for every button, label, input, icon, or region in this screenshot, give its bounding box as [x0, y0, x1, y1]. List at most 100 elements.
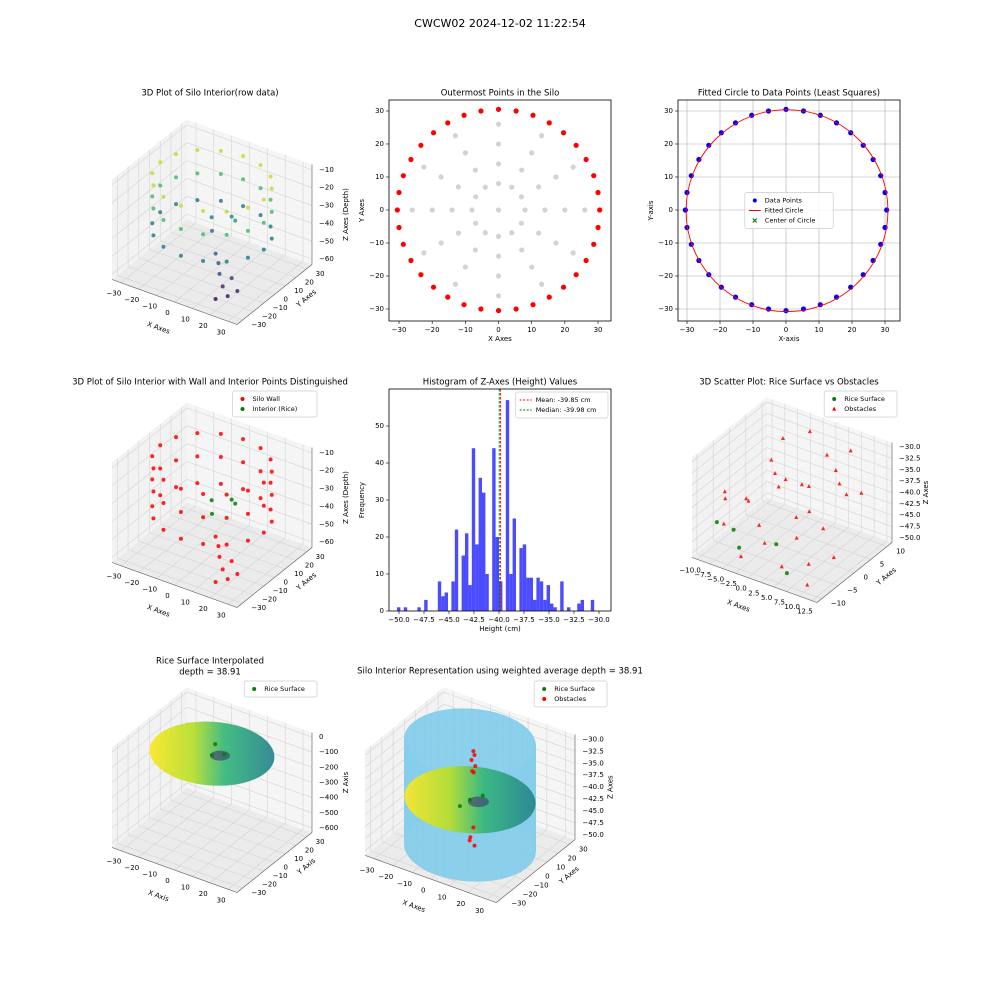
- grid-line: [149, 817, 275, 863]
- x-tick-label: 10: [181, 598, 190, 606]
- point: [469, 207, 475, 213]
- z-tick-label: −35.0: [582, 759, 603, 767]
- z-tick-label: −40.0: [899, 489, 920, 497]
- grid-line: [181, 506, 307, 553]
- point: [455, 230, 461, 236]
- x-tick-label: 30: [594, 326, 603, 334]
- point: [539, 133, 545, 139]
- legend-marker: [752, 218, 758, 223]
- x-tick-label: −30.0: [588, 616, 609, 624]
- point: [245, 255, 250, 260]
- y-tick-label: −30: [251, 321, 266, 329]
- point: [158, 493, 163, 498]
- z-tick-label: −30.0: [582, 735, 603, 743]
- point: [178, 486, 183, 491]
- point: [513, 108, 519, 114]
- point: [721, 521, 726, 526]
- point: [473, 194, 479, 200]
- point: [217, 554, 222, 559]
- point: [174, 485, 179, 490]
- y-tick-label: 10: [294, 855, 303, 863]
- point: [779, 564, 784, 569]
- point: [224, 515, 229, 520]
- z-tick-label: −45.0: [899, 511, 920, 519]
- point: [151, 489, 156, 494]
- legend-box: [515, 391, 609, 419]
- legend: Data Points Fitted Circle Center of Circle: [744, 192, 834, 229]
- point: [449, 207, 455, 213]
- grid-line: [766, 481, 893, 527]
- point: [582, 207, 588, 213]
- point: [220, 284, 225, 289]
- x-axis-label: Height (cm): [479, 625, 521, 633]
- x-tick-label: −30: [360, 866, 375, 874]
- chart-title: Silo Interior Representation using weigh…: [357, 667, 643, 677]
- point: [539, 281, 545, 287]
- point: [757, 522, 762, 527]
- legend-box: [533, 680, 608, 708]
- point: [268, 480, 273, 485]
- point: [848, 448, 853, 453]
- y-tick-label: 0: [864, 574, 868, 582]
- legend-marker: [752, 198, 757, 203]
- y-tick-label: −10: [273, 872, 288, 880]
- z-axis-label: Z Axis: [342, 771, 350, 793]
- point: [151, 183, 156, 188]
- y-tick-label: 20: [305, 278, 314, 286]
- point: [467, 838, 472, 843]
- grid-line: [111, 213, 188, 275]
- y-tick-label: 0: [669, 206, 673, 214]
- point: [438, 240, 444, 246]
- x-tick-label: 10: [181, 883, 190, 891]
- legend-marker: [832, 406, 837, 411]
- legend-box: [823, 390, 898, 418]
- point: [495, 141, 502, 147]
- chart-title: 3D Plot of Silo Interior with Wall and I…: [72, 378, 348, 388]
- y-tick-label: 40: [375, 459, 384, 467]
- bar: [482, 492, 486, 611]
- point: [583, 257, 589, 264]
- grid-line: [745, 514, 871, 560]
- bar: [468, 585, 472, 611]
- z-tick-label: −42.5: [899, 500, 920, 508]
- point: [430, 284, 437, 290]
- legend-label: Obstacles: [554, 695, 587, 703]
- point: [201, 209, 206, 214]
- x-tick-label: 30: [475, 907, 484, 915]
- z-tick-label: −400: [319, 794, 338, 802]
- bar: [397, 607, 401, 611]
- point: [462, 150, 468, 156]
- point: [224, 542, 229, 547]
- y-tick-label: 0: [380, 607, 384, 615]
- point: [530, 302, 536, 308]
- point: [158, 160, 163, 165]
- point: [473, 764, 478, 769]
- point: [738, 554, 743, 559]
- point: [530, 112, 536, 118]
- point: [799, 482, 804, 487]
- point: [597, 207, 603, 213]
- x-tick-label: −10: [397, 880, 412, 888]
- chart-title: depth = 38.91: [179, 668, 241, 678]
- chart-title: Fitted Circle to Data Points (Least Squa…: [698, 89, 880, 99]
- point: [150, 477, 155, 482]
- point: [269, 519, 274, 524]
- point: [241, 154, 246, 159]
- grid-line: [696, 553, 822, 599]
- grid-line: [127, 266, 254, 312]
- grid-line: [186, 479, 313, 525]
- point: [806, 483, 811, 488]
- bar: [471, 448, 476, 611]
- point: [213, 251, 218, 256]
- grid-line: [186, 142, 313, 188]
- point: [714, 520, 719, 525]
- point: [844, 492, 849, 497]
- bar: [512, 518, 516, 611]
- point: [151, 206, 156, 211]
- x-tick-label: 10: [438, 893, 447, 901]
- point: [396, 224, 402, 231]
- point: [174, 202, 179, 207]
- point: [158, 183, 163, 188]
- z-tick-label: −50: [319, 520, 334, 528]
